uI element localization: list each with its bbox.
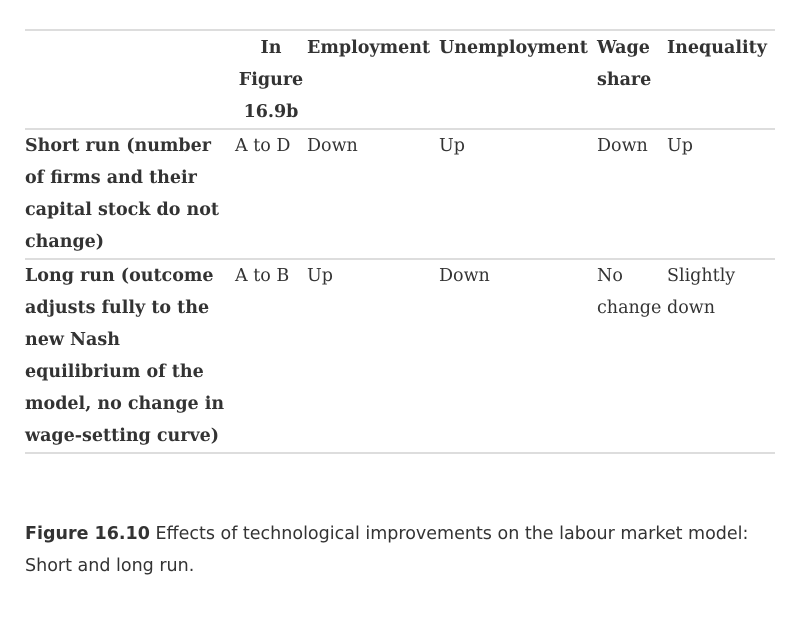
cell-inequality-long-run: Slightly down <box>667 266 736 318</box>
header-empty <box>25 30 235 129</box>
cell-inequality-short-run: Up <box>667 136 693 156</box>
cell-figure-short-run: A to D <box>235 136 291 156</box>
cell-wage-share-long-run: No change <box>597 266 662 318</box>
figure-caption-label: Figure 16.10 <box>25 524 150 544</box>
cell-unemployment-short-run: Up <box>439 136 465 156</box>
cell-unemployment-long-run: Down <box>439 266 490 286</box>
cell-employment-long-run: Up <box>307 266 333 286</box>
table-row-short-run: Short run (number of firms and their cap… <box>25 129 775 259</box>
header-wage-share: Wage share <box>597 38 652 90</box>
header-in-figure: In Figure 16.9b <box>238 38 304 122</box>
header-employment: Employment <box>307 38 431 58</box>
table-header-row: In Figure 16.9b Employment Unemployment … <box>25 30 775 129</box>
cell-wage-share-short-run: Down <box>597 136 648 156</box>
effects-table: In Figure 16.9b Employment Unemployment … <box>25 29 775 454</box>
figure-caption: Figure 16.10 Effects of technological im… <box>25 518 765 582</box>
results-table-container: In Figure 16.9b Employment Unemployment … <box>25 29 775 454</box>
header-unemployment: Unemployment <box>439 38 588 58</box>
cell-employment-short-run: Down <box>307 136 358 156</box>
header-inequality: Inequality <box>667 38 767 58</box>
row-label-long-run: Long run (outcome adjusts fully to the n… <box>25 266 225 446</box>
row-label-short-run: Short run (number of firms and their cap… <box>25 136 220 252</box>
figure-caption-text: Effects of technological improvements on… <box>25 524 749 576</box>
cell-figure-long-run: A to B <box>235 266 290 286</box>
table-row-long-run: Long run (outcome adjusts fully to the n… <box>25 259 775 453</box>
